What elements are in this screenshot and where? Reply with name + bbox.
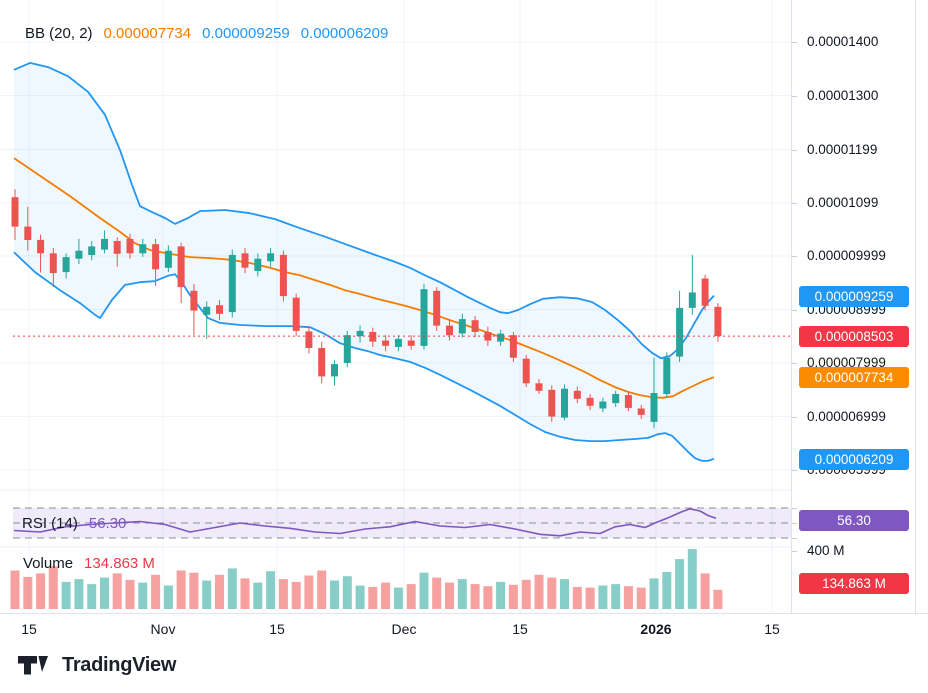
bollinger-bands xyxy=(13,62,715,462)
price-axis-tick xyxy=(792,310,797,311)
volume-badge: 134.863 M xyxy=(799,573,909,594)
price-axis-tick xyxy=(792,417,797,418)
bb-upper-line xyxy=(13,62,715,360)
bb-lower-line xyxy=(13,251,715,462)
time-axis-label: 15 xyxy=(512,621,528,637)
rsi-value: 56.30 xyxy=(88,515,127,532)
tradingview-logo-icon xyxy=(18,656,48,675)
volume-value: 134.863 M xyxy=(84,555,155,572)
bb-basis-line xyxy=(13,157,715,399)
bb-indicator-legend[interactable]: BB (20, 2) 0.000007734 0.000009259 0.000… xyxy=(25,25,388,42)
time-axis-label: 15 xyxy=(269,621,285,637)
price-badge: 0.000009259 xyxy=(799,286,909,307)
bb-basis-value: 0.000007734 xyxy=(103,25,192,42)
rsi-legend-title: RSI (14) xyxy=(22,515,78,532)
candles xyxy=(11,189,722,429)
price-axis-tick xyxy=(792,96,797,97)
volume-indicator-legend[interactable]: Volume 134.863 M xyxy=(23,555,155,572)
grid-lines xyxy=(0,0,791,613)
scale-tick xyxy=(792,538,797,539)
time-axis-label: 15 xyxy=(21,621,37,637)
price-badge: 0.000008503 xyxy=(799,326,909,347)
volume-bars xyxy=(10,549,723,609)
price-axis-label: 0.000007999 xyxy=(807,355,886,370)
price-axis-label: 0.00001300 xyxy=(807,88,879,103)
rsi-line xyxy=(13,507,717,537)
price-badge: 0.000007734 xyxy=(799,367,909,388)
bb-fill xyxy=(14,62,714,461)
bb-upper-value: 0.000009259 xyxy=(202,25,290,42)
time-axis[interactable]: 15 Nov 15 Dec 15 2026 15 xyxy=(0,613,928,646)
time-axis-label: 15 xyxy=(764,621,780,637)
time-axis-label: Dec xyxy=(391,621,417,637)
volume-axis-label: 400 M xyxy=(807,543,845,558)
tradingview-logo[interactable]: TradingView xyxy=(16,651,176,679)
price-axis-label: 0.000009999 xyxy=(807,248,886,263)
price-axis-tick xyxy=(792,150,797,151)
scale-tick xyxy=(792,508,797,509)
price-axis-tick xyxy=(792,42,797,43)
price-axis-tick xyxy=(792,203,797,204)
rsi-pane xyxy=(13,507,791,539)
chart-plot-area[interactable] xyxy=(0,0,791,613)
scale-tick xyxy=(792,523,797,524)
logo-area: TradingView xyxy=(0,645,928,693)
rsi-badge: 56.30 xyxy=(799,510,909,531)
price-axis-label: 0.00001099 xyxy=(807,195,879,210)
volume-legend-title: Volume xyxy=(23,555,74,572)
price-axis-label: 0.00001199 xyxy=(807,142,878,157)
chart-canvas[interactable] xyxy=(0,0,791,613)
price-axis-label: 0.00001400 xyxy=(807,34,879,49)
price-axis-tick xyxy=(792,363,797,364)
rsi-indicator-legend[interactable]: RSI (14) 56.30 xyxy=(22,515,126,532)
price-axis-tick xyxy=(792,470,797,471)
price-axis-tick xyxy=(792,256,797,257)
bb-lower-value: 0.000006209 xyxy=(300,25,389,42)
price-axis-label: 0.000006999 xyxy=(807,409,886,424)
price-axis[interactable]: 0.00001400 0.00001300 0.00001199 0.00001099… xyxy=(791,0,916,613)
time-axis-label: 2026 xyxy=(640,621,672,637)
tradingview-logo-text: TradingView xyxy=(62,653,177,676)
scale-tick xyxy=(792,551,797,552)
bb-legend-title: BB (20, 2) xyxy=(25,25,93,42)
price-badge: 0.000006209 xyxy=(799,449,909,470)
time-axis-label: Nov xyxy=(150,621,176,637)
